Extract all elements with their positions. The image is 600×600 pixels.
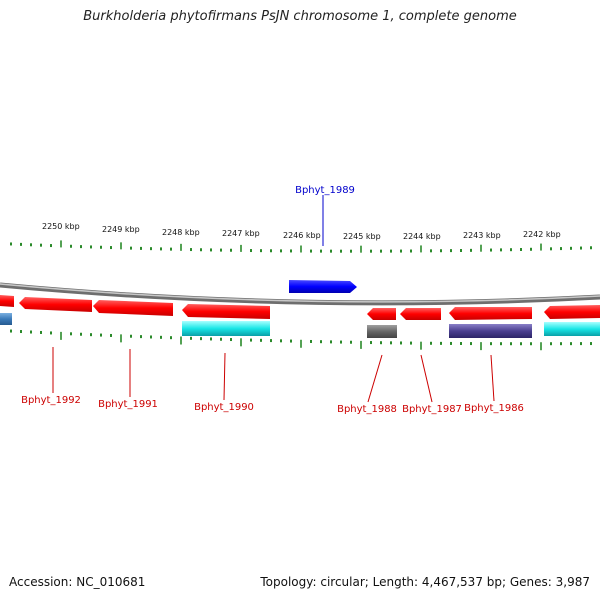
- chromosome-backbone: [0, 282, 600, 306]
- scale-label: 2248 kbp: [162, 228, 200, 237]
- gene-label-bphyt-1986[interactable]: Bphyt_1986: [464, 403, 524, 414]
- gene-arrow-reverse[interactable]: [367, 308, 396, 320]
- scale-label: 2249 kbp: [102, 225, 140, 234]
- gene-labels: Bphyt_1989 Bphyt_1992 Bphyt_1991 Bphyt_1…: [21, 185, 524, 415]
- gene-label-bphyt-1988[interactable]: Bphyt_1988: [337, 404, 397, 415]
- gene-arrow-reverse[interactable]: [449, 307, 532, 320]
- gene-arrow-reverse[interactable]: [19, 297, 92, 312]
- gene-label-bphyt-1987[interactable]: Bphyt_1987: [402, 404, 462, 415]
- scale-label: 2246 kbp: [283, 231, 321, 240]
- gene-arrow-reverse[interactable]: [544, 305, 600, 319]
- feature-block-cyan[interactable]: [544, 322, 600, 336]
- scale-labels: 2250 kbp 2249 kbp 2248 kbp 2247 kbp 2246…: [42, 222, 561, 241]
- scale-label: 2250 kbp: [42, 222, 80, 231]
- scale-label: 2242 kbp: [523, 230, 561, 239]
- outer-scale-ticks: [10, 240, 592, 253]
- scale-label: 2245 kbp: [343, 232, 381, 241]
- feature-block-cyan[interactable]: [182, 321, 270, 336]
- gene-label-bphyt-1991[interactable]: Bphyt_1991: [98, 399, 158, 410]
- genome-summary-text: Topology: circular; Length: 4,467,537 bp…: [260, 575, 590, 589]
- gene-label-bphyt-1989[interactable]: Bphyt_1989: [295, 185, 355, 196]
- feature-block-purple[interactable]: [449, 324, 532, 338]
- leader-line: [223, 352, 226, 401]
- label-leader-lines: [52, 195, 495, 403]
- page-title: Burkholderia phytofirmans PsJN chromosom…: [83, 9, 517, 24]
- gene-arrow-reverse[interactable]: [93, 300, 173, 316]
- scale-label: 2243 kbp: [463, 231, 501, 240]
- scale-label: 2247 kbp: [222, 229, 260, 238]
- gene-arrow-forward[interactable]: [289, 280, 357, 293]
- gene-label-bphyt-1992[interactable]: Bphyt_1992: [21, 395, 81, 406]
- feature-block-steelblue[interactable]: [0, 313, 12, 325]
- gene-arrow-reverse[interactable]: [182, 304, 270, 319]
- leader-line: [367, 354, 383, 403]
- gene-arrow-reverse[interactable]: [400, 308, 441, 320]
- chromosome-backbone-highlight: [0, 283, 600, 303]
- leader-line: [490, 354, 495, 402]
- feature-block-gray[interactable]: [367, 325, 397, 338]
- scale-label: 2244 kbp: [403, 232, 441, 241]
- accession-text: Accession: NC_010681: [9, 575, 146, 589]
- leader-line: [420, 354, 433, 403]
- inner-scale-ticks: [10, 329, 592, 351]
- gene-label-bphyt-1990[interactable]: Bphyt_1990: [194, 402, 254, 413]
- gene-arrow-reverse[interactable]: [0, 295, 14, 307]
